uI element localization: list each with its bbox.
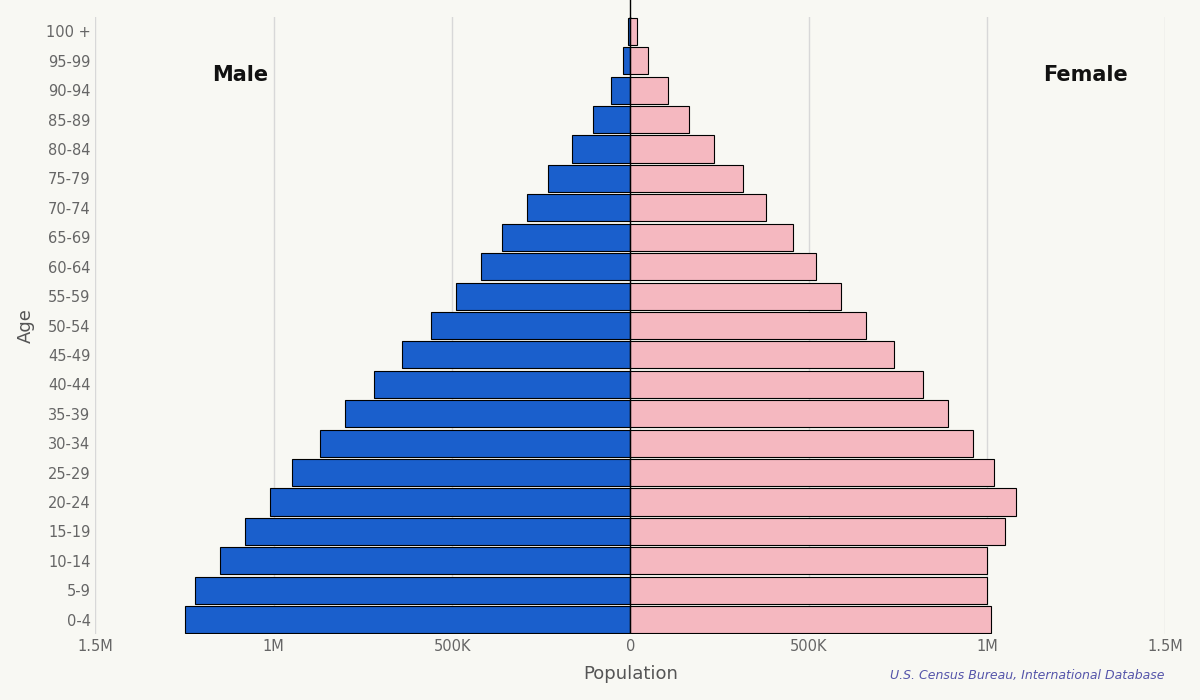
Bar (630, 77, 668, 104)
Bar (630, 430, 973, 456)
Bar (630, 489, 1015, 515)
Bar (630, 577, 988, 604)
Bar (630, 547, 988, 575)
Bar (185, 606, 630, 634)
X-axis label: Population: Population (583, 665, 678, 683)
Bar (346, 400, 630, 427)
Bar (630, 518, 1004, 545)
Bar (630, 606, 991, 634)
Bar (630, 165, 743, 192)
Bar (611, 77, 630, 104)
Bar (630, 253, 816, 280)
Bar (630, 312, 866, 339)
Text: Male: Male (211, 66, 268, 85)
Text: Female: Female (1043, 66, 1128, 85)
Bar (630, 400, 948, 427)
Bar (527, 195, 630, 221)
Bar (630, 283, 841, 309)
Bar (456, 283, 630, 309)
Bar (630, 342, 894, 368)
Bar (196, 577, 630, 604)
Bar (245, 518, 630, 545)
Bar (270, 489, 630, 515)
Text: U.S. Census Bureau, International Database: U.S. Census Bureau, International Databa… (889, 669, 1164, 682)
Bar (593, 106, 630, 133)
Bar (630, 224, 793, 251)
Bar (431, 312, 630, 339)
Y-axis label: Age: Age (17, 308, 35, 343)
Bar (481, 253, 630, 280)
Bar (623, 48, 630, 74)
Bar (628, 18, 630, 45)
Bar (630, 106, 689, 133)
Bar (630, 48, 648, 74)
Bar (292, 459, 630, 486)
Bar (221, 547, 630, 575)
Bar (402, 342, 630, 368)
Bar (320, 430, 630, 456)
Bar (630, 136, 714, 162)
Bar (630, 459, 995, 486)
Bar (630, 18, 637, 45)
Bar (502, 224, 630, 251)
Bar (548, 165, 630, 192)
Bar (630, 195, 766, 221)
Bar (571, 136, 630, 162)
Bar (373, 371, 630, 398)
Bar (630, 371, 923, 398)
